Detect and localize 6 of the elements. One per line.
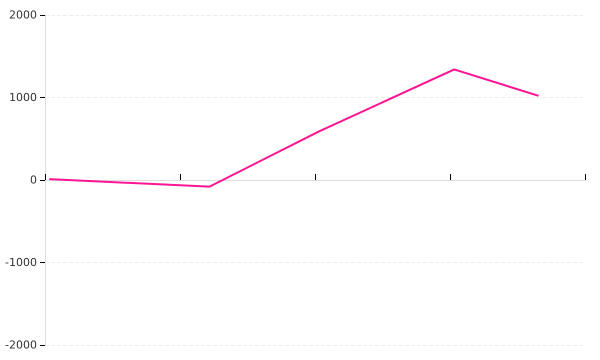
y-tick-label: 0 [30,174,37,186]
y-tick-label: 1000 [9,91,37,104]
y-tick-label: -2000 [5,338,37,352]
y-tick-label: 2000 [9,8,37,22]
line-series [48,68,540,188]
y-tick-label: -1000 [5,256,37,269]
